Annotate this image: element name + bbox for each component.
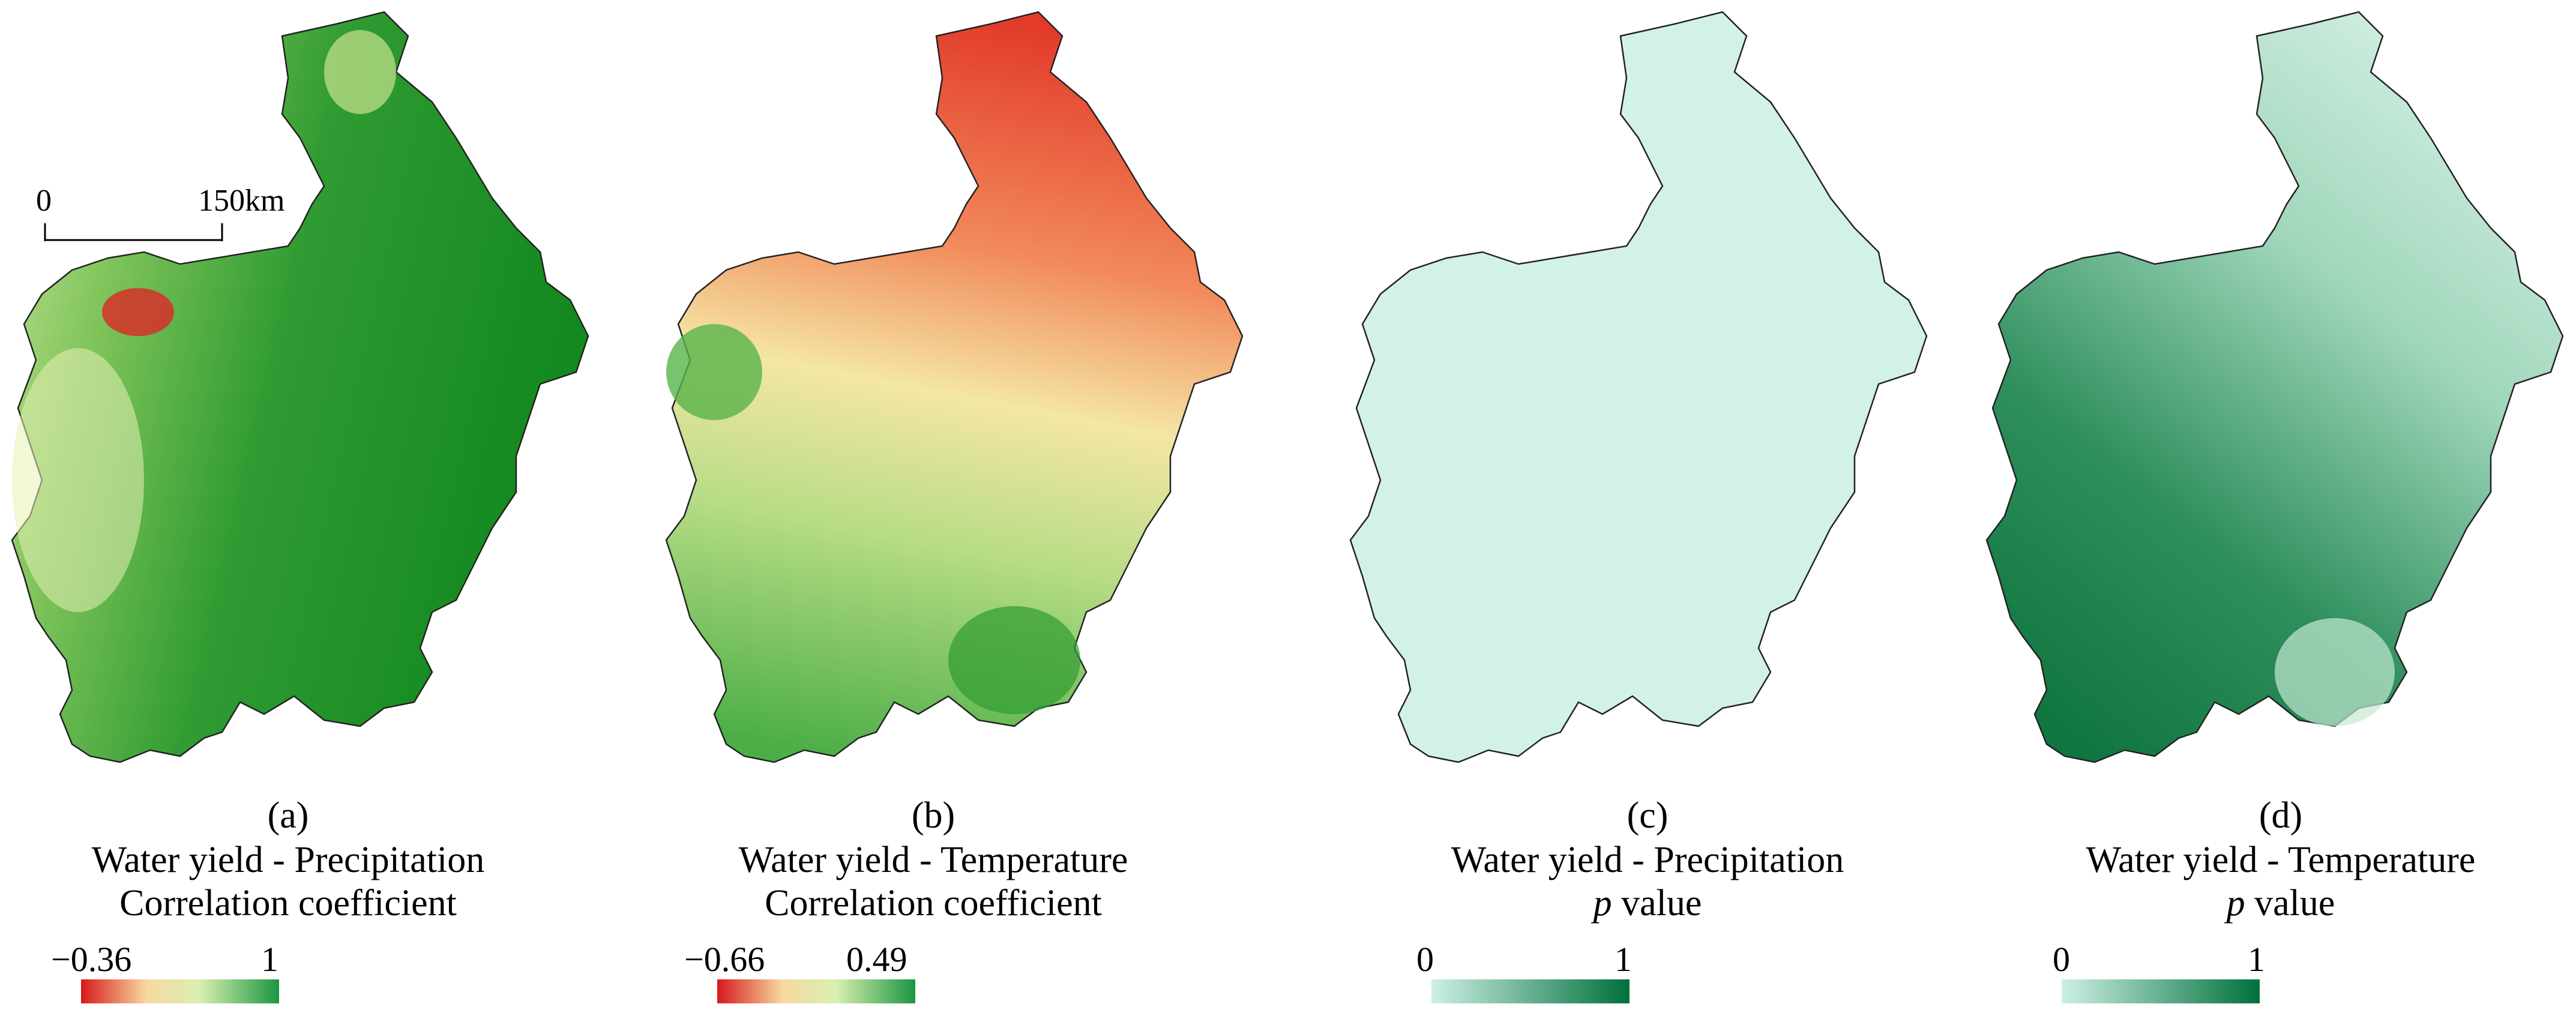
panel-b-subtitle: Correlation coefficient	[765, 883, 1102, 924]
panel-a-label: (a)	[267, 795, 309, 836]
legend-a-bar	[81, 979, 279, 1003]
legend-b-min: −0.66	[684, 940, 765, 979]
legend-d-max: 1	[2248, 940, 2265, 979]
panel-d-title: Water yield - Temperature	[2086, 840, 2476, 880]
legend-c-bar	[1431, 979, 1630, 1003]
scale-right-label: 150km	[198, 184, 285, 218]
panel-b-label: (b)	[911, 795, 955, 836]
scale-left-label: 0	[36, 184, 52, 218]
panel-a-pale-zone	[12, 348, 144, 612]
panel-c-label: (c)	[1627, 795, 1669, 836]
panel-c-subtitle-p: p	[1593, 883, 1612, 924]
panel-c-caption: (c) Water yield - Precipitation p value	[1347, 797, 1948, 922]
panel-d-subtitle: value	[2254, 883, 2335, 924]
panel-b-green-south	[948, 606, 1080, 714]
legend-d-bar	[2062, 979, 2260, 1003]
panel-a-subtitle: Correlation coefficient	[119, 883, 457, 924]
panel-a-map	[11, 11, 589, 763]
panel-d-map	[1985, 11, 2564, 763]
legend-b-max: 0.49	[846, 940, 907, 979]
panel-d-caption: (d) Water yield - Temperature p value	[1981, 797, 2576, 922]
panel-a-pale-north	[324, 30, 396, 114]
legend-a-max: 1	[261, 940, 278, 979]
panel-d-label: (d)	[2259, 795, 2303, 836]
panel-b-green-spot	[666, 324, 762, 420]
panel-a-caption: (a) Water yield - Precipitation Correlat…	[0, 797, 588, 922]
legend-c-max: 1	[1615, 940, 1632, 979]
panel-d-pale-south	[2275, 618, 2395, 726]
panel-d-subtitle-p: p	[2226, 883, 2245, 924]
panel-a-title: Water yield - Precipitation	[91, 840, 485, 880]
legend-d-min: 0	[2053, 940, 2070, 979]
panel-c-subtitle: value	[1621, 883, 1702, 924]
legend-b-bar	[717, 979, 915, 1003]
legend-a-min: −0.36	[51, 940, 132, 979]
panel-b-title: Water yield - Temperature	[738, 840, 1128, 880]
scale-bar	[44, 223, 223, 241]
panel-c-map	[1349, 11, 1928, 763]
panel-b-map	[665, 11, 1244, 763]
panel-c-title: Water yield - Precipitation	[1451, 840, 1844, 880]
legend-c-min: 0	[1416, 940, 1434, 979]
panel-a-red-spot	[102, 288, 174, 336]
panel-b-caption: (b) Water yield - Temperature Correlatio…	[633, 797, 1233, 922]
